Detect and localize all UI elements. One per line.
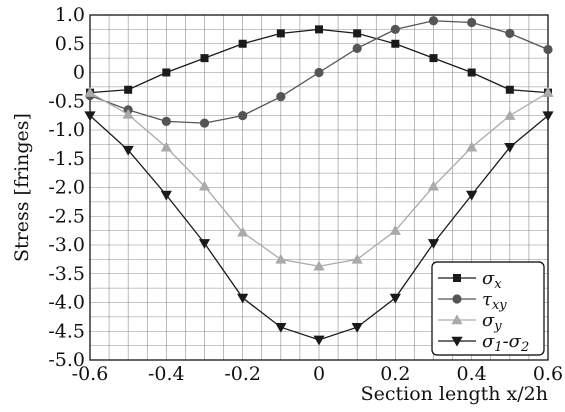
y-tick-label: -1.5 (48, 148, 85, 170)
data-point (160, 190, 172, 201)
data-point (200, 54, 209, 63)
x-tick-labels: -0.6 -0.4 -0.2 0 0.2 0.4 0.6 (72, 363, 563, 385)
data-point (467, 68, 476, 77)
x-axis-label: Section length x/2h (361, 383, 548, 405)
x-tick-label: 0 (313, 363, 325, 385)
y-tick-label: 0.5 (55, 33, 85, 55)
y-tick-label: -4.0 (48, 292, 85, 314)
data-point (237, 293, 249, 304)
legend-label: σ1-σ2 (482, 331, 529, 355)
y-tick-labels: 1.0 0.5 0 -0.5 -1.0 -1.5 -2.0 -2.5 -3.0 -3.5 -4.0 -… (48, 4, 85, 371)
y-tick-label: -5.0 (48, 349, 85, 371)
data-point (199, 118, 210, 128)
data-point (276, 29, 285, 38)
legend-marker (451, 314, 463, 325)
data-point (161, 116, 171, 126)
data-point (427, 239, 440, 249)
data-point (276, 92, 286, 102)
y-tick-label: 0 (73, 62, 85, 84)
data-point (162, 68, 171, 77)
y-tick-label: -4.5 (48, 320, 85, 342)
series-layer (84, 16, 554, 346)
legend-item: σx (438, 268, 502, 292)
data-point (84, 87, 96, 97)
data-point (198, 180, 211, 191)
x-tick-label: 0.6 (533, 363, 563, 385)
plot-frame (89, 14, 549, 361)
legend-label: σy (482, 310, 502, 334)
data-point (391, 39, 400, 48)
data-point (84, 111, 96, 122)
data-point (160, 141, 172, 152)
data-point (275, 253, 287, 264)
series-1 (85, 16, 553, 128)
data-point (237, 226, 249, 237)
legend-item: σy (438, 310, 502, 334)
data-point (505, 28, 515, 38)
legend-marker (451, 336, 463, 347)
legend-item: τxy (438, 289, 507, 313)
data-point (124, 85, 133, 94)
legend-label: τxy (482, 289, 507, 313)
legend-box (431, 261, 545, 356)
data-point (466, 190, 478, 201)
y-tick-label: -2.0 (48, 177, 85, 199)
data-point (428, 16, 439, 26)
data-point (238, 39, 247, 48)
data-point (466, 141, 478, 152)
data-point (198, 239, 211, 249)
x-tick-label: 0.4 (457, 363, 487, 385)
legend-item: σ1-σ2 (438, 331, 529, 355)
data-point (351, 253, 363, 264)
x-tick-label: -0.4 (148, 363, 185, 385)
y-axis-label: Stress [fringes] (11, 113, 33, 262)
data-point (542, 111, 554, 122)
data-point (390, 24, 400, 34)
data-point (429, 54, 438, 63)
y-tick-label: 1.0 (55, 4, 85, 26)
data-point (313, 260, 325, 271)
y-tick-label: -1.0 (48, 119, 85, 141)
y-tick-label: -0.5 (48, 90, 85, 112)
data-point (314, 67, 324, 78)
data-point (427, 180, 440, 191)
y-tick-label: -3.5 (48, 263, 85, 285)
data-point (352, 43, 362, 53)
series-3 (84, 111, 554, 346)
data-point (389, 293, 401, 304)
data-point (275, 323, 287, 333)
data-point (313, 335, 325, 346)
data-point (504, 143, 516, 153)
data-point (543, 44, 553, 55)
data-point (315, 25, 323, 34)
data-point (505, 85, 514, 94)
data-point (467, 17, 477, 28)
legend-marker (452, 294, 462, 304)
data-point (389, 225, 401, 235)
y-tick-label: -2.5 (48, 205, 85, 227)
data-point (353, 29, 362, 38)
data-point (542, 87, 554, 97)
legend-label: σx (482, 268, 502, 292)
y-tick-label: -3.0 (48, 234, 85, 256)
data-point (238, 111, 248, 121)
x-tick-label: -0.6 (72, 363, 109, 385)
x-tick-label: -0.2 (224, 363, 261, 385)
data-point (504, 110, 516, 120)
x-tick-label: 0.2 (380, 363, 410, 385)
series-2 (84, 87, 554, 271)
data-point (351, 323, 363, 333)
data-point (122, 108, 134, 119)
data-point (122, 145, 134, 156)
legend-marker (453, 274, 461, 282)
